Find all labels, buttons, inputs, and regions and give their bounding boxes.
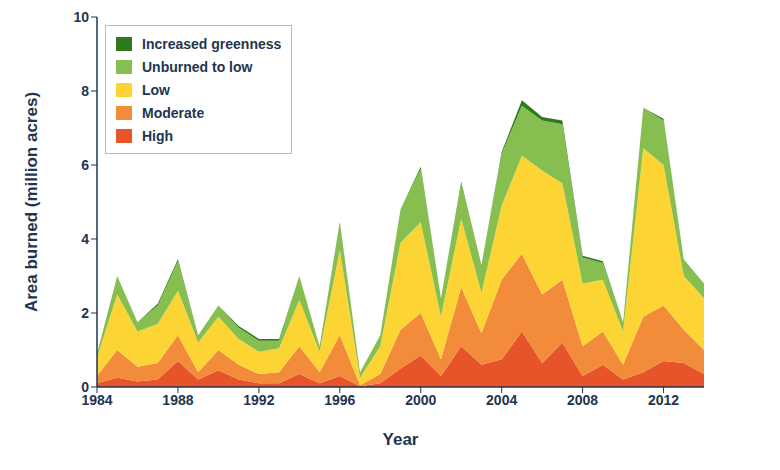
svg-text:1992: 1992 xyxy=(243,392,274,408)
svg-text:4: 4 xyxy=(81,231,89,247)
svg-text:Year: Year xyxy=(383,430,419,449)
svg-text:1984: 1984 xyxy=(81,391,113,408)
html-text:Moderate: Moderate xyxy=(142,104,205,121)
svg-text:Area burned (million acres): Area burned (million acres) xyxy=(22,92,41,312)
svg-text:1988: 1988 xyxy=(162,392,193,408)
svg-text:1996: 1996 xyxy=(324,392,355,408)
svg-text:6: 6 xyxy=(81,157,89,173)
html-text:Increased greenness: Increased greenness xyxy=(142,35,282,52)
svg-text:0: 0 xyxy=(81,379,89,395)
html-text:Unburned to low: Unburned to low xyxy=(142,58,253,75)
svg-text:2: 2 xyxy=(81,305,89,321)
svg-text:10: 10 xyxy=(73,9,89,25)
svg-text:2012: 2012 xyxy=(648,392,679,408)
svg-text:2000: 2000 xyxy=(405,392,436,408)
html-text:Low: Low xyxy=(142,81,170,98)
html-text:High: High xyxy=(142,127,174,144)
svg-text:2004: 2004 xyxy=(486,392,517,408)
svg-text:2008: 2008 xyxy=(567,392,598,408)
svg-text:8: 8 xyxy=(81,83,89,99)
